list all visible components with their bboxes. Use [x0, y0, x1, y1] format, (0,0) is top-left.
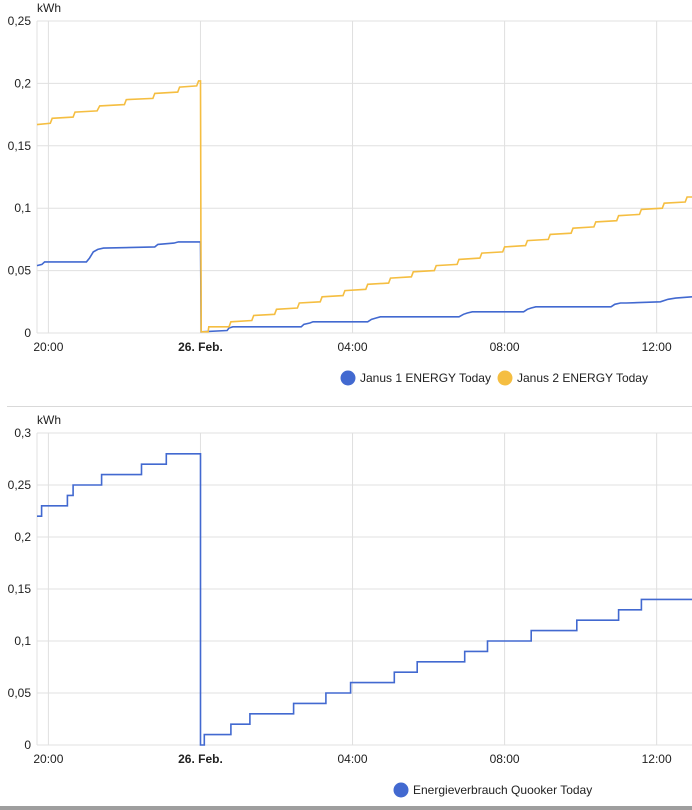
- legend-marker-1[interactable]: [340, 370, 356, 386]
- x-tick-label: 04:00: [338, 752, 368, 766]
- y-tick-label: 0: [24, 326, 31, 340]
- y-tick-label: 0: [24, 738, 31, 752]
- legend-label-1[interactable]: Janus 1 ENERGY Today: [360, 371, 491, 385]
- x-tick-label: 20:00: [33, 340, 63, 354]
- energy-chart-quooker: 0 0,05 0,1 0,15 0,2 0,25 0,3 20:00 26. Feb. 04:00…: [8, 413, 692, 798]
- x-tick-label: 26. Feb.: [178, 340, 223, 354]
- y-tick-label: 0,05: [8, 686, 32, 700]
- y-axis-unit-label: kWh: [37, 1, 61, 15]
- y-tick-label: 0,1: [14, 201, 31, 215]
- series-line-1[interactable]: [36, 241, 692, 333]
- y-tick-label: 0,15: [8, 582, 32, 596]
- x-tick-label: 12:00: [642, 340, 672, 354]
- legend-label-1[interactable]: Energieverbrauch Quooker Today: [413, 783, 592, 797]
- legend-marker-1[interactable]: [393, 782, 409, 798]
- y-tick-label: 0,2: [14, 76, 31, 90]
- series-line-1[interactable]: [37, 452, 692, 746]
- x-tick-label: 04:00: [338, 340, 368, 354]
- x-tick-label: 12:00: [642, 752, 672, 766]
- x-tick-label: 26. Feb.: [178, 752, 223, 766]
- y-tick-label: 0,2: [14, 530, 31, 544]
- y-axis-unit-label: kWh: [37, 413, 61, 427]
- y-tick-label: 0,15: [8, 139, 32, 153]
- y-tick-label: 0,3: [14, 426, 31, 440]
- series-line-2[interactable]: [36, 80, 692, 333]
- x-tick-label: 08:00: [490, 340, 520, 354]
- x-tick-label: 08:00: [490, 752, 520, 766]
- legend-marker-2[interactable]: [497, 370, 513, 386]
- y-tick-label: 0,1: [14, 634, 31, 648]
- y-tick-label: 0,05: [8, 264, 32, 278]
- x-tick-label: 20:00: [33, 752, 63, 766]
- y-tick-label: 0,25: [8, 478, 32, 492]
- chart-divider: [7, 406, 692, 407]
- energy-chart-janus: 0 0,05 0,1 0,15 0,2 0,25 20:00 26. Feb. 04:00 08:…: [8, 1, 692, 386]
- legend-label-2[interactable]: Janus 2 ENERGY Today: [517, 371, 648, 385]
- y-tick-label: 0,25: [8, 14, 32, 28]
- bottom-scroll-edge: [0, 806, 692, 810]
